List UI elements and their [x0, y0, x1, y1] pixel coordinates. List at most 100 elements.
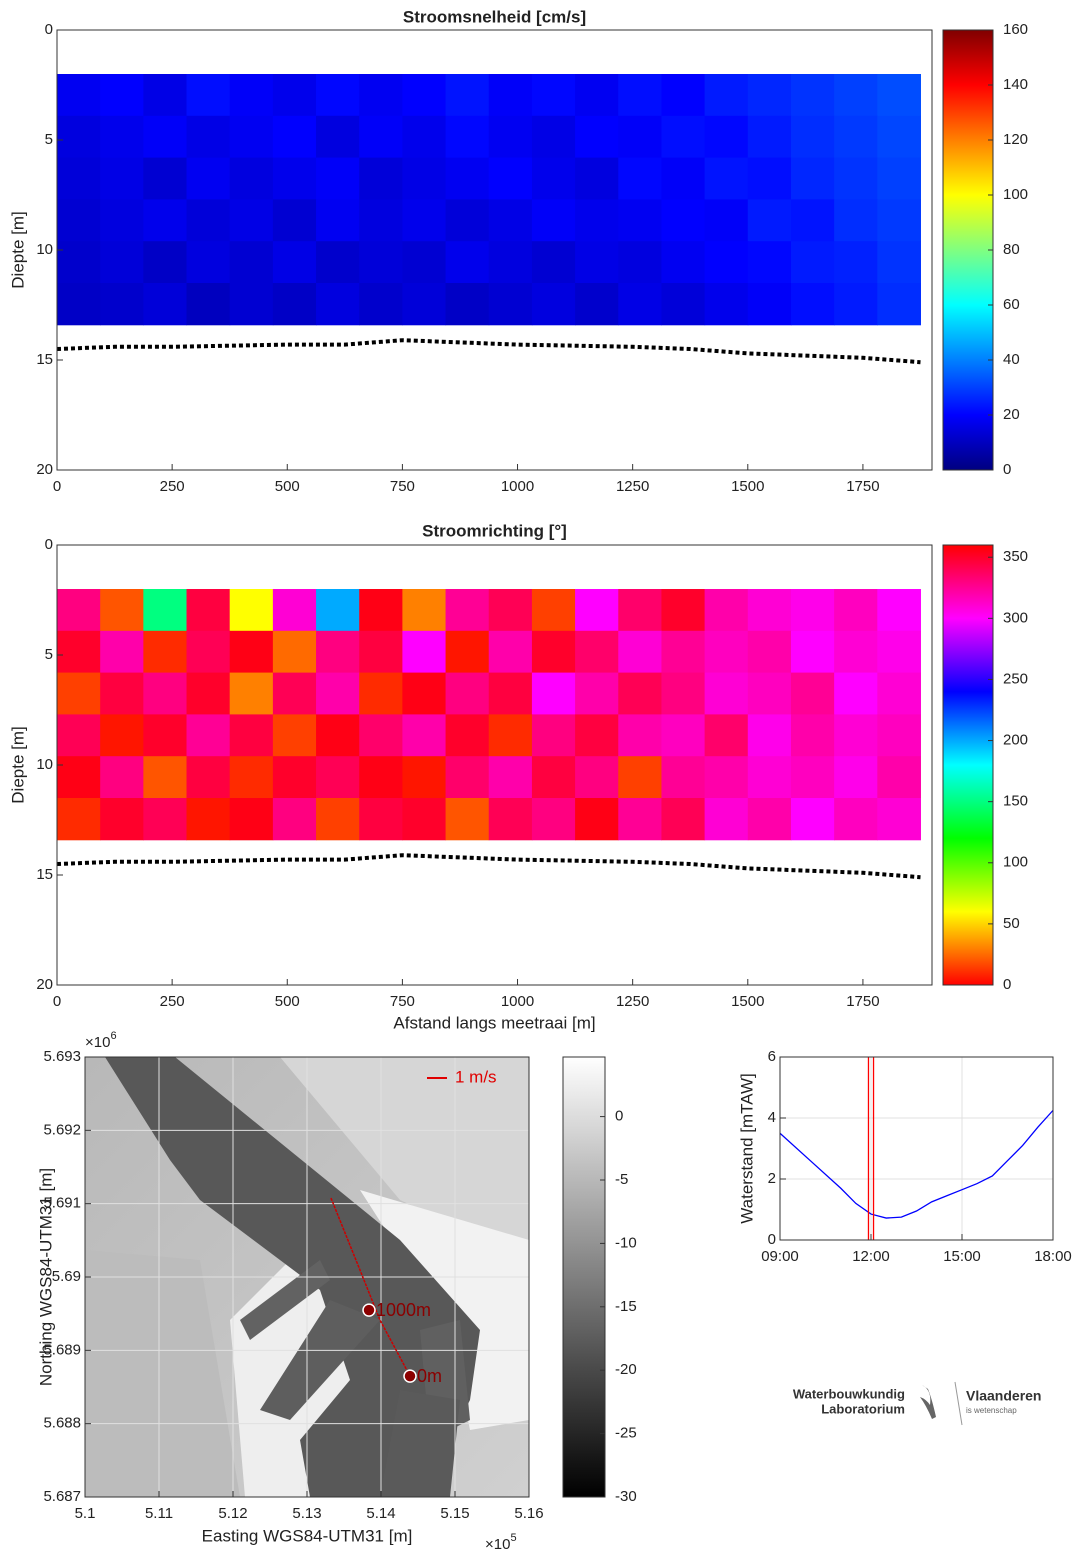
heatmap-cell [186, 241, 231, 284]
y-tick-label: 5.687 [43, 1488, 81, 1505]
colorbar-tick-label: 100 [1003, 186, 1028, 203]
heatmap-cell [272, 672, 317, 715]
water-level-line [779, 1109, 1054, 1219]
heatmap-cell [877, 241, 921, 284]
heatmap-cell [575, 157, 619, 200]
heatmap-cell [445, 756, 490, 799]
axes-frame [84, 1056, 530, 1498]
heatmap-cell [316, 115, 360, 159]
x-tick-label: 5.11 [145, 1505, 173, 1522]
heatmap-cell [57, 157, 101, 200]
transect-line [330, 1197, 411, 1377]
heatmap-cell [790, 283, 835, 326]
heatmap-cell [790, 157, 835, 200]
heatmap-cell [747, 283, 792, 326]
heatmap-cell [747, 157, 792, 200]
x-tick-label: 12:00 [852, 1248, 890, 1265]
heatmap-cell [661, 589, 706, 632]
heatmap-cell [316, 74, 360, 117]
heatmap-cell [488, 714, 533, 757]
heatmap-cell [575, 283, 619, 326]
heatmap-cell [877, 115, 921, 159]
heatmap-cell [316, 756, 360, 799]
heatmap-cell [186, 672, 231, 715]
heatmap-cell [272, 589, 317, 632]
heatmap-cell [143, 157, 188, 200]
heatmap-cell [531, 630, 576, 674]
heatmap-cell [877, 283, 921, 326]
heatmap-cell [488, 241, 533, 284]
heatmap-cell [402, 589, 447, 632]
heatmap-cell [445, 241, 490, 284]
heatmap-cell [186, 630, 231, 674]
heatmap-cell [747, 74, 792, 117]
heatmap-cell [143, 714, 188, 757]
heatmap-cell [747, 756, 792, 799]
heatmap-cell [618, 756, 662, 799]
heatmap-cell [531, 589, 576, 632]
heatmap-cell [445, 283, 490, 326]
x-tick-label: 1500 [731, 478, 764, 495]
x-tick-label: 1250 [616, 478, 649, 495]
heatmap-cell [100, 157, 144, 200]
heatmap-cell [359, 241, 403, 284]
heatmap-cell [488, 283, 533, 326]
x-axis-label: Easting WGS84-UTM31 [m] [202, 1526, 413, 1545]
heatmap-cell [834, 241, 878, 284]
point-label: 0m [417, 1366, 442, 1386]
heatmap-cell [57, 241, 101, 284]
heatmap-cell [100, 199, 144, 242]
heatmap-cell [402, 756, 447, 799]
x-tick-label: 5.15 [440, 1505, 469, 1522]
heatmap-cell [747, 798, 792, 841]
heatmap-cell [316, 714, 360, 757]
y-tick-label: 5 [45, 131, 53, 148]
heatmap-cell [100, 283, 144, 326]
heatmap-cell [618, 630, 662, 674]
heatmap-cell [834, 157, 878, 200]
heatmap-cell [531, 756, 576, 799]
x-tick-label: 15:00 [943, 1248, 981, 1265]
heatmap-cell [143, 199, 188, 242]
heatmap-cell [618, 199, 662, 242]
heatmap-cell [618, 798, 662, 841]
heatmap-cell [790, 630, 835, 674]
heatmap-cell [229, 157, 274, 200]
heatmap-cell [661, 115, 706, 159]
heatmap-cell [877, 714, 921, 757]
heatmap-cell [531, 241, 576, 284]
colorbar-tick-label: 100 [1003, 854, 1028, 871]
y-tick-label: 0 [45, 21, 53, 38]
heatmap-cell [229, 672, 274, 715]
heatmap-cell [488, 589, 533, 632]
heatmap-cell [488, 74, 533, 117]
heatmap-cell [229, 115, 274, 159]
heatmap-cell [445, 157, 490, 200]
y-axis-label: Diepte [m] [8, 726, 27, 803]
colorbar [942, 29, 994, 471]
heatmap-cell [316, 283, 360, 326]
heatmap-cell [272, 74, 317, 117]
heatmap-cell [316, 589, 360, 632]
heatmap-cell [661, 672, 706, 715]
heatmap-cell [445, 630, 490, 674]
heatmap-cell [402, 672, 447, 715]
colorbar-tick-label: 160 [1003, 21, 1028, 38]
x-tick-label: 1750 [846, 478, 879, 495]
heatmap-cell [143, 74, 188, 117]
heatmap-cell [575, 756, 619, 799]
heatmap-cell [57, 714, 101, 757]
y-tick-label: 6 [768, 1048, 776, 1065]
heatmap-cell [704, 115, 749, 159]
y-tick-label: 20 [36, 461, 53, 478]
y-tick-label: 5.693 [43, 1048, 81, 1065]
y-tick-label: 10 [36, 756, 53, 773]
x-tick-label: 0 [53, 993, 61, 1010]
y-axis-label: Waterstand [mTAW] [737, 1073, 756, 1224]
heatmap-cell [747, 672, 792, 715]
heatmap-cell [402, 714, 447, 757]
heatmap-cell [359, 672, 403, 715]
heatmap-cell [316, 241, 360, 284]
colorbar-tick-label: 60 [1003, 296, 1020, 313]
